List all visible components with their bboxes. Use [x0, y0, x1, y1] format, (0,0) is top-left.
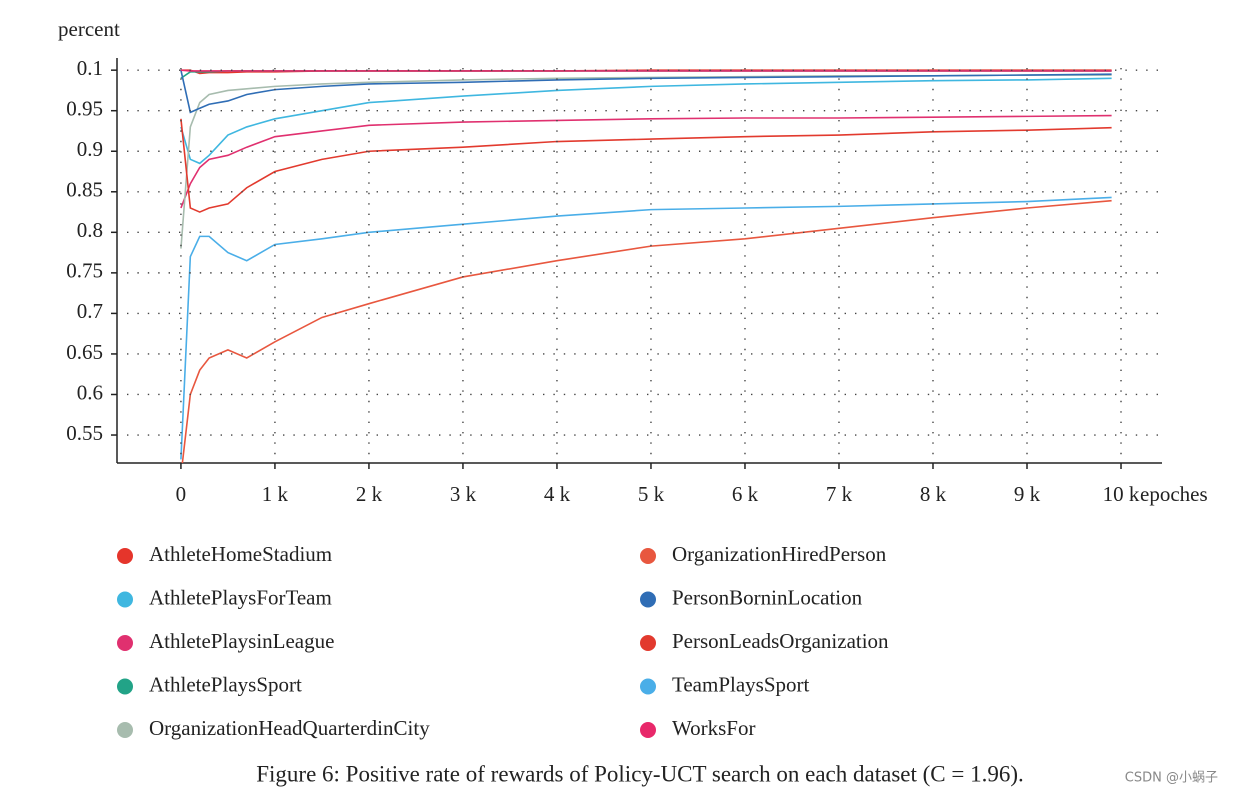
x-tick-label: 8 k	[920, 482, 947, 506]
legend-marker	[117, 678, 133, 695]
x-tick-label: 0	[176, 482, 187, 506]
legend-label: PersonBorninLocation	[672, 585, 863, 609]
legend-label: AthletePlaysForTeam	[149, 585, 332, 609]
legend-label: AthletePlaysSport	[149, 672, 302, 696]
y-tick-label: 0.55	[66, 421, 103, 445]
legend-label: AthleteHomeStadium	[149, 542, 332, 566]
y-axis-title: percent	[58, 17, 120, 41]
x-tick-label: 5 k	[638, 482, 665, 506]
y-tick-label: 0.85	[66, 178, 103, 202]
legend-label: PersonLeadsOrganization	[672, 629, 889, 653]
watermark: CSDN @小蜗子	[1125, 770, 1218, 786]
series-line	[180, 196, 1112, 460]
legend-marker	[117, 548, 133, 564]
x-tick-label: 1 k	[262, 482, 289, 506]
y-tick-label: 0.9	[77, 137, 103, 161]
legend-label: AthletePlaysinLeague	[149, 629, 334, 653]
caption: Figure 6: Positive rate of rewards of Po…	[256, 761, 1024, 786]
y-tick-label: 0.1	[77, 56, 103, 80]
series-line	[180, 118, 1112, 213]
legend-marker	[117, 722, 133, 738]
series-line	[180, 77, 1112, 165]
series-line	[181, 199, 1112, 463]
legend-label: OrganizationHeadQuarterdinCity	[149, 716, 430, 740]
y-tick-label: 0.8	[77, 218, 103, 242]
legend-marker	[117, 635, 133, 651]
legend-label: OrganizationHiredPerson	[672, 542, 887, 566]
x-tick-label: 9 k	[1014, 482, 1041, 506]
legend-marker	[640, 678, 656, 695]
y-tick-label: 0.75	[66, 259, 103, 283]
x-tick-label: 2 k	[356, 482, 383, 506]
legend-marker	[117, 591, 133, 608]
x-tick-label: 6 k	[732, 482, 759, 506]
x-axis-title: epoches	[1140, 482, 1208, 506]
y-tick-label: 0.7	[77, 299, 103, 323]
y-tick-label: 0.6	[77, 380, 103, 404]
x-tick-label: 4 k	[544, 482, 571, 506]
series-line	[180, 69, 1112, 114]
series-line	[180, 114, 1112, 209]
x-tick-label: 7 k	[826, 482, 853, 506]
plot-area	[180, 69, 1112, 463]
x-tick-label: 3 k	[450, 482, 477, 506]
legend-label: WorksFor	[672, 716, 755, 740]
legend-marker	[640, 722, 656, 738]
x-tick-label: 10 k	[1103, 482, 1140, 506]
y-tick-label: 0.65	[66, 340, 103, 364]
series-line	[180, 69, 1112, 72]
legend-marker	[640, 635, 656, 651]
legend-marker	[640, 591, 656, 608]
legend-label: TeamPlaysSport	[672, 672, 810, 696]
legend-marker	[640, 548, 656, 564]
series-line	[180, 74, 1112, 249]
y-tick-label: 0.95	[66, 97, 103, 121]
